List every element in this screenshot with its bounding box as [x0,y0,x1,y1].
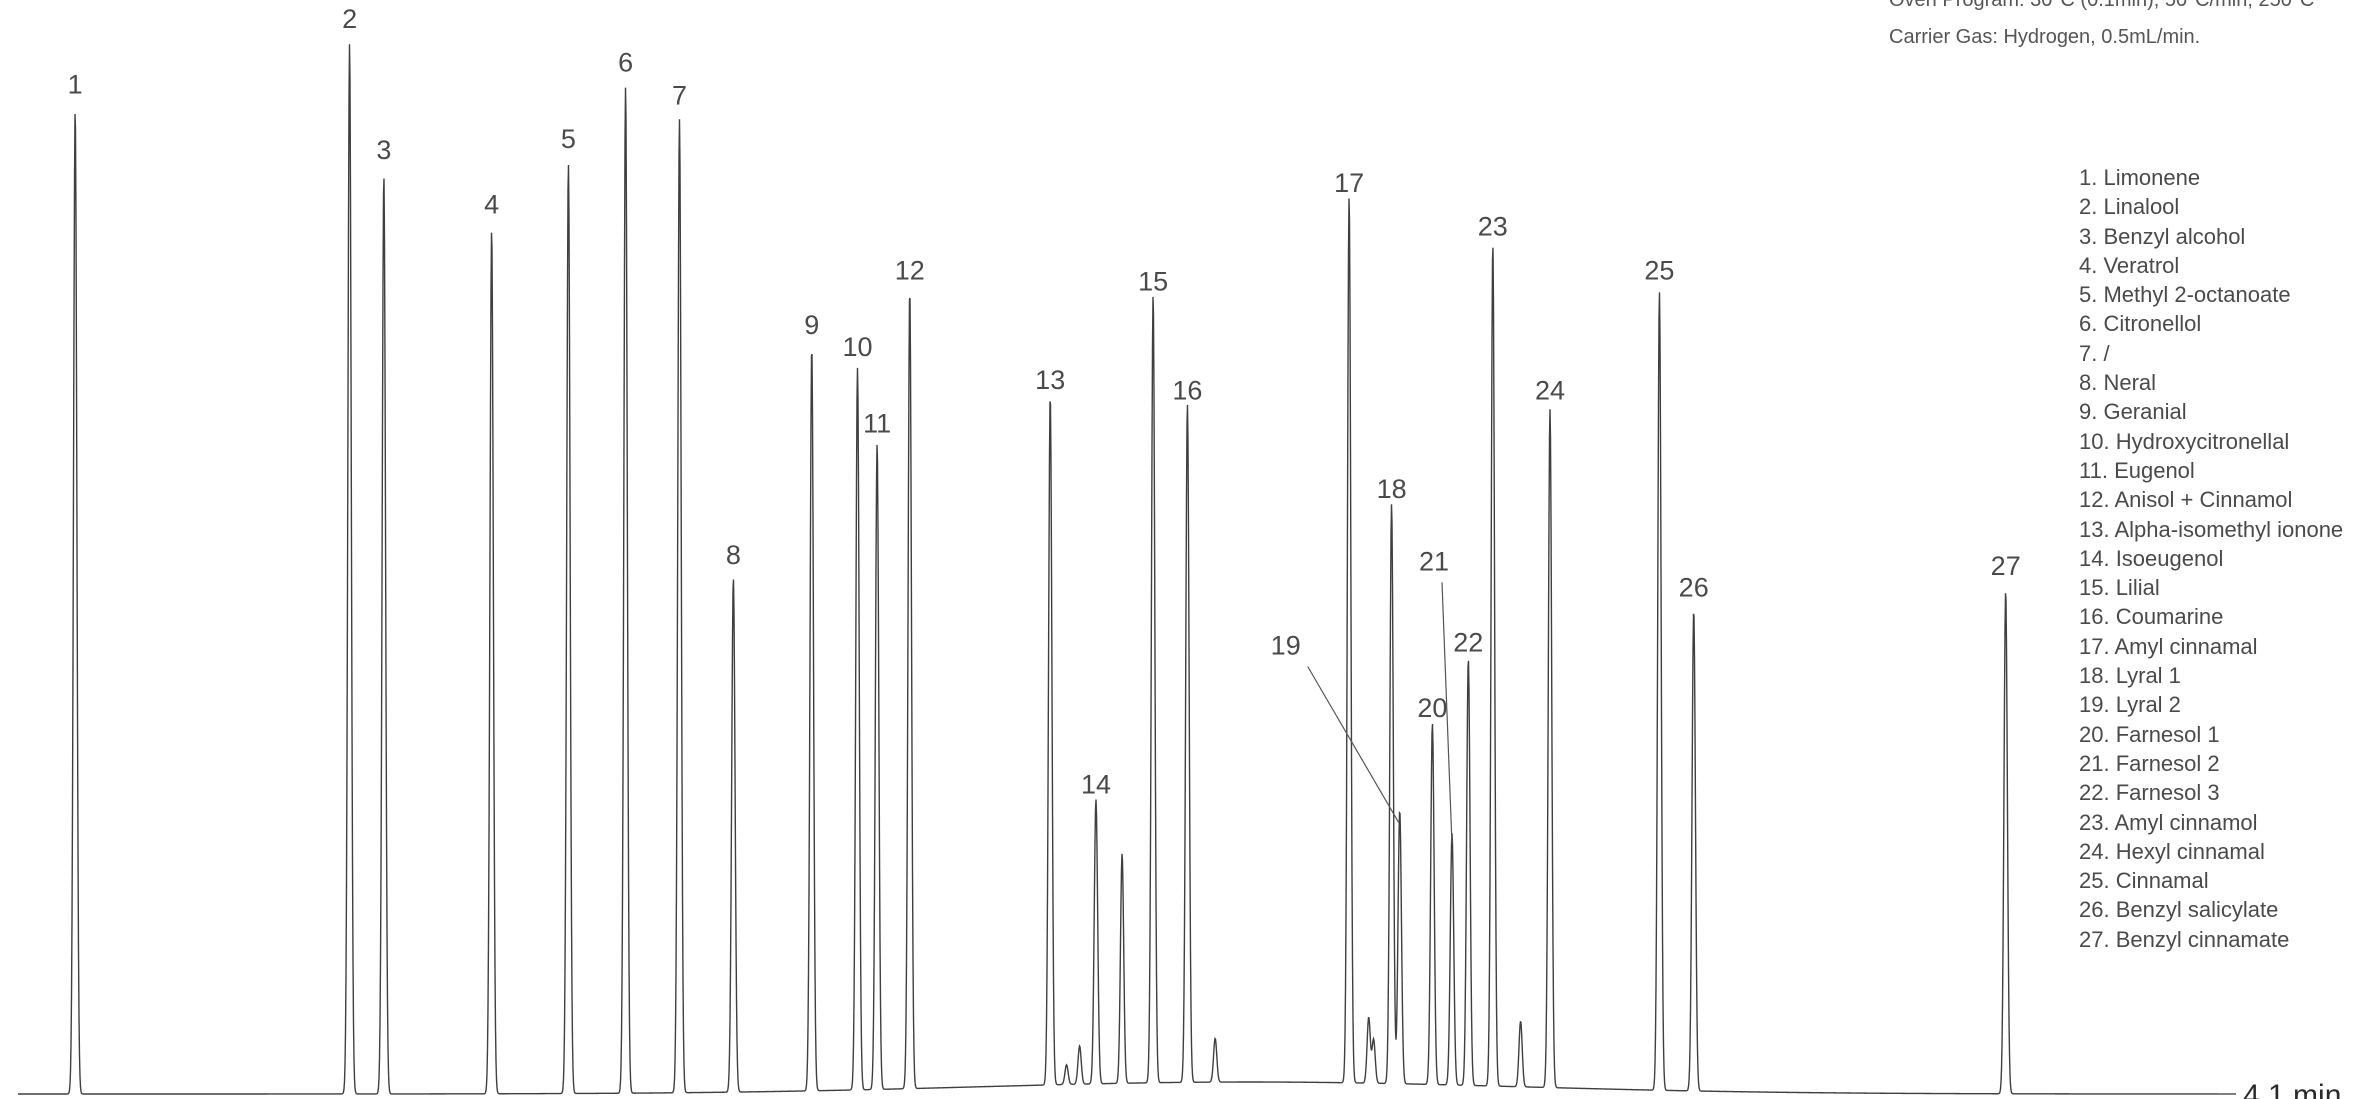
legend-entry: 25. Cinnamal [2079,868,2209,894]
legend-entry: 27. Benzyl cinnamate [2079,926,2290,952]
peak-label-8: 8 [726,540,741,570]
trace-layer [18,44,2218,1095]
legend-entry: 3. Benzyl alcohol [2079,223,2246,249]
peak-label-20: 20 [1417,693,1447,723]
peak-label-5: 5 [561,124,576,154]
chromatogram-trace [18,44,2218,1095]
legend-entry: 5. Methyl 2-octanoate [2079,282,2291,308]
legend-entry: 21. Farnesol 2 [2079,750,2220,776]
peak-label-24: 24 [1535,376,1565,406]
peak-legend: 1. Limonene 2. Linalool 3. Benzyl alcohol 4… [2079,163,2343,954]
peak-label-4: 4 [484,190,499,220]
peak-label-18: 18 [1377,474,1407,504]
legend-entry: 26. Benzyl salicylate [2079,897,2279,923]
legend-entry: 17. Amyl cinnamal [2079,633,2258,659]
peak-label-7: 7 [672,80,687,110]
legend-entry: 16. Coumarine [2079,604,2224,630]
legend-entry: 4. Veratrol [2079,252,2180,278]
leader-line-19 [1307,666,1400,823]
legend-entry: 7. / [2079,340,2110,366]
peak-label-26: 26 [1679,573,1709,603]
peak-label-15: 15 [1138,266,1168,296]
peak-label-19: 19 [1271,631,1301,661]
legend-entry: 18. Lyral 1 [2079,663,2181,689]
legend-entry: 14. Isoeugenol [2079,545,2224,571]
legend-entry: 2. Linalool [2079,194,2180,220]
peak-label-1: 1 [68,69,83,99]
carrier-gas-text: Carrier Gas: Hydrogen, 0.5mL/min. [1889,26,2201,48]
leader-line-21 [1441,582,1453,845]
peak-label-25: 25 [1644,255,1674,285]
legend-entry: 8. Neral [2079,370,2157,396]
peak-label-11: 11 [863,409,891,439]
peak-label-16: 16 [1172,376,1202,406]
legend-entry: 19. Lyral 2 [2079,692,2181,718]
legend-entry: 13. Alpha-isomethyl ionone [2079,516,2344,542]
legend-entry: 23. Amyl cinnamol [2079,809,2258,835]
legend-entry: 22. Farnesol 3 [2079,780,2220,806]
peak-label-10: 10 [842,332,872,362]
peak-label-9: 9 [804,310,819,340]
peak-label-21: 21 [1419,546,1449,576]
peak-label-17: 17 [1334,168,1364,198]
x-axis-end-label: 4.1 min [2243,1079,2341,1099]
peak-label-23: 23 [1478,212,1508,242]
peak-label-2: 2 [342,4,357,34]
peak-label-layer: 1234567891011121314151617181920212223242… [68,4,2021,845]
legend-entry: 24. Hexyl cinnamal [2079,838,2265,864]
legend-entry: 12. Anisol + Cinnamol [2079,487,2293,513]
peak-label-27: 27 [1991,551,2021,581]
legend-entry: 9. Geranial [2079,399,2187,425]
peak-label-12: 12 [895,255,925,285]
peak-label-13: 13 [1035,365,1065,395]
legend-entry: 20. Farnesol 1 [2079,721,2220,747]
legend-entry: 11. Eugenol [2079,457,2195,483]
oven-program-text: Oven Program: 30°C (0.1min), 50°C/min, 2… [1889,0,2315,11]
legend-entry: 6. Citronellol [2079,311,2202,337]
peak-label-14: 14 [1081,770,1111,800]
peak-label-22: 22 [1453,627,1483,657]
legend-entry: 1. Limonene [2079,165,2201,190]
legend-entry: 10. Hydroxycitronellal [2079,428,2290,454]
legend-entry: 15. Lilial [2079,575,2160,601]
peak-label-3: 3 [376,135,391,165]
peak-label-6: 6 [618,48,633,78]
